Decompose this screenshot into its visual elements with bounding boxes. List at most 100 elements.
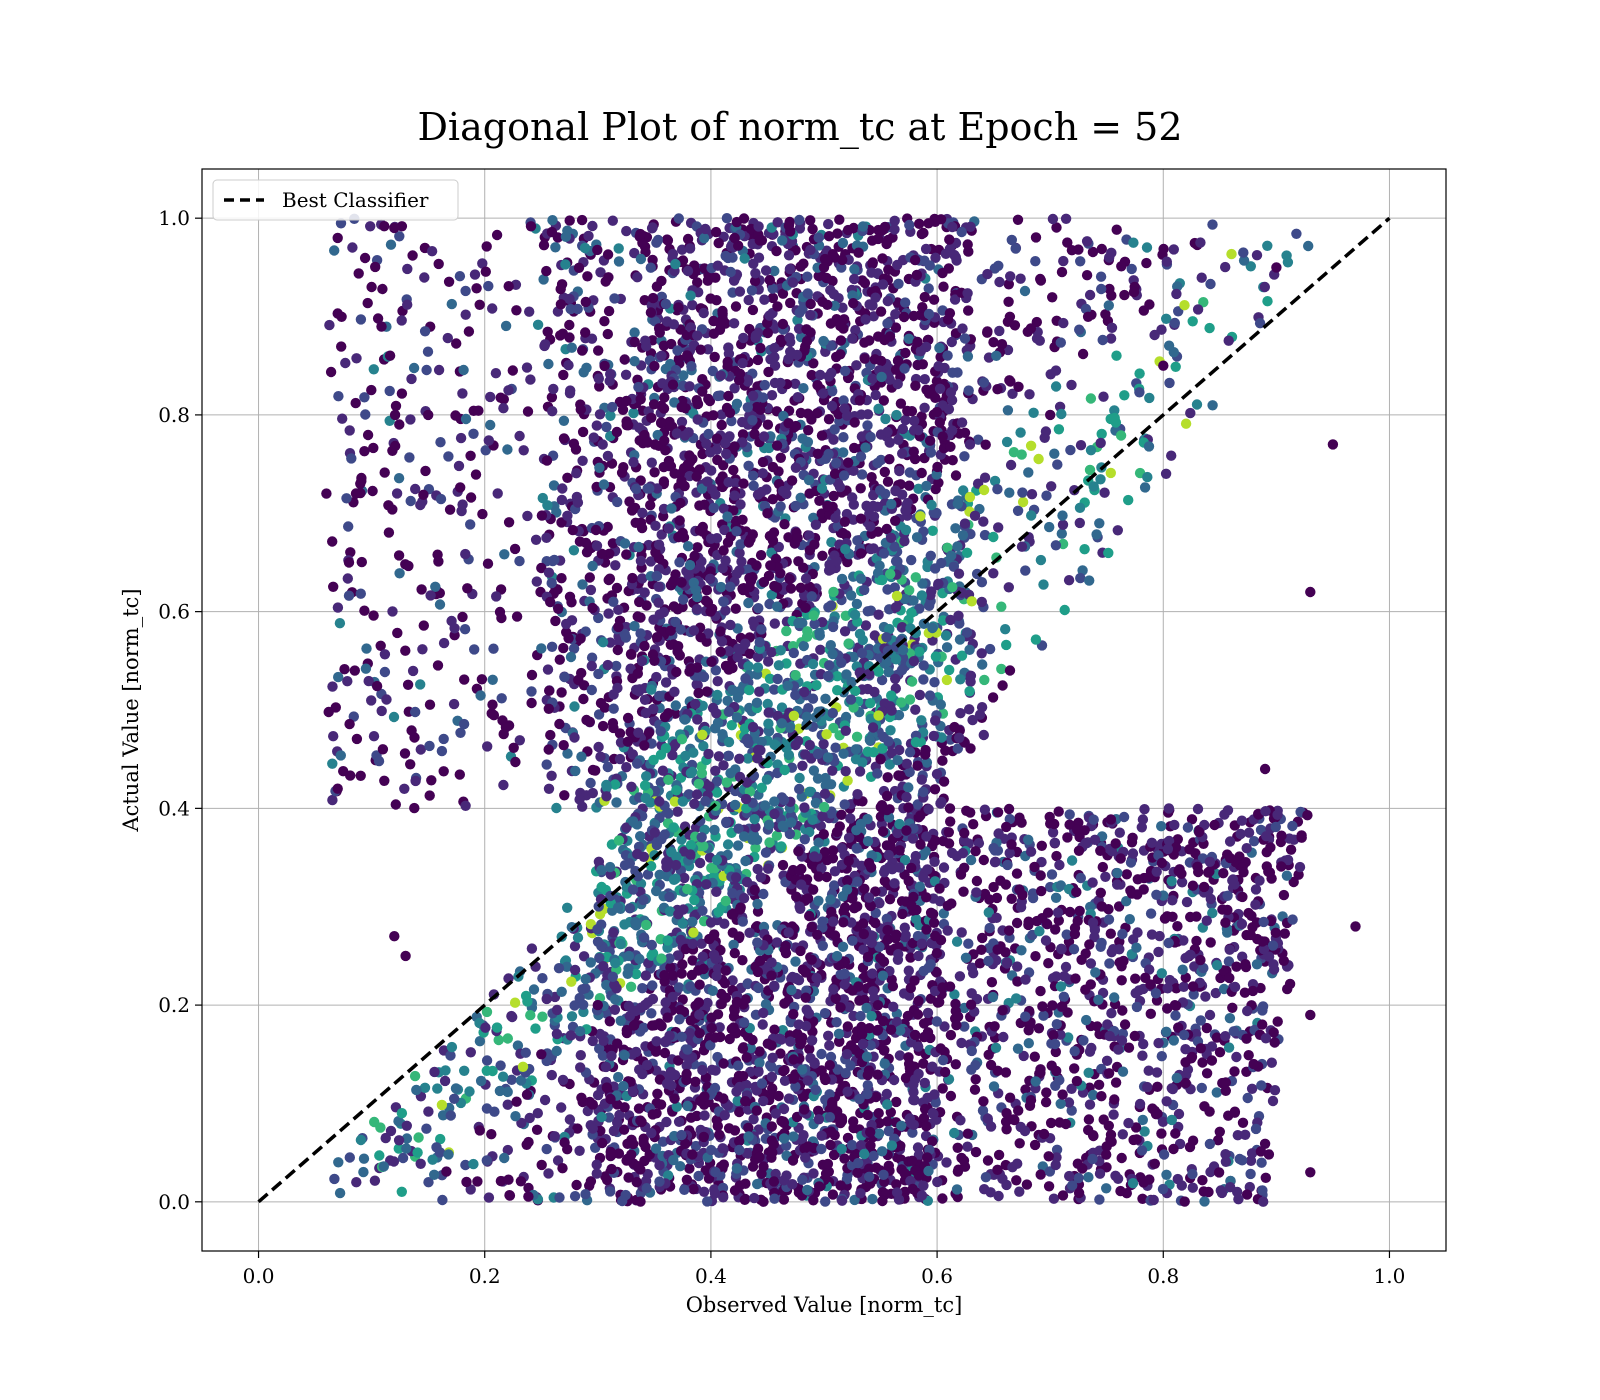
scatter-point bbox=[580, 973, 591, 985]
scatter-point bbox=[687, 916, 698, 927]
scatter-point bbox=[878, 1169, 889, 1181]
scatter-point bbox=[562, 472, 573, 483]
scatter-point bbox=[927, 525, 938, 536]
scatter-point bbox=[868, 986, 879, 997]
scatter-point bbox=[628, 1138, 639, 1150]
scatter-point bbox=[753, 982, 764, 994]
scatter-point bbox=[831, 950, 843, 962]
scatter-point bbox=[1158, 1149, 1170, 1160]
scatter-point bbox=[1169, 1000, 1181, 1011]
scatter-point bbox=[634, 953, 645, 965]
scatter-point bbox=[627, 884, 639, 895]
scatter-point bbox=[691, 679, 702, 690]
scatter-point bbox=[654, 1176, 665, 1187]
scatter-point bbox=[408, 362, 420, 374]
scatter-point bbox=[619, 1102, 630, 1113]
scatter-point bbox=[657, 1136, 669, 1147]
scatter-point bbox=[821, 854, 833, 866]
scatter-point bbox=[942, 925, 953, 936]
scatter-point bbox=[617, 1195, 628, 1207]
scatter-point bbox=[915, 810, 926, 821]
scatter-point bbox=[1066, 379, 1077, 391]
scatter-point bbox=[598, 1035, 609, 1047]
scatter-point bbox=[429, 1169, 440, 1181]
scatter-point bbox=[862, 951, 874, 963]
scatter-point bbox=[1112, 879, 1123, 890]
scatter-point bbox=[706, 1022, 717, 1034]
scatter-point bbox=[930, 715, 941, 726]
scatter-point bbox=[875, 952, 886, 964]
scatter-point bbox=[1098, 1114, 1109, 1125]
scatter-point bbox=[446, 1041, 458, 1053]
scatter-point bbox=[1020, 1011, 1031, 1022]
scatter-point bbox=[1153, 946, 1164, 958]
scatter-point bbox=[838, 432, 849, 443]
scatter-point bbox=[528, 984, 540, 995]
scatter-point bbox=[1210, 987, 1222, 999]
scatter-point bbox=[970, 1146, 982, 1158]
scatter-point bbox=[503, 1174, 514, 1185]
scatter-point bbox=[1062, 832, 1073, 843]
scatter-point bbox=[454, 769, 465, 780]
scatter-point bbox=[913, 995, 924, 1007]
scatter-point bbox=[970, 846, 981, 857]
scatter-point bbox=[664, 891, 675, 903]
scatter-point bbox=[842, 1021, 853, 1032]
scatter-point bbox=[802, 1184, 813, 1196]
scatter-point bbox=[568, 545, 580, 556]
scatter-point bbox=[1118, 955, 1129, 967]
scatter-point bbox=[996, 601, 1007, 612]
scatter-point bbox=[543, 1168, 554, 1179]
scatter-point bbox=[813, 1114, 825, 1125]
scatter-point bbox=[1178, 981, 1190, 992]
scatter-point bbox=[393, 1116, 404, 1127]
scatter-point bbox=[693, 997, 704, 1008]
scatter-point bbox=[556, 986, 567, 997]
scatter-point bbox=[1125, 885, 1136, 896]
scatter-point bbox=[490, 368, 502, 379]
scatter-point bbox=[1047, 827, 1059, 838]
scatter-point bbox=[530, 1023, 541, 1034]
scatter-point bbox=[907, 1183, 918, 1195]
scatter-point bbox=[1055, 1098, 1066, 1110]
scatter-point bbox=[460, 1159, 471, 1171]
scatter-point bbox=[732, 840, 744, 851]
scatter-point bbox=[951, 1019, 962, 1031]
scatter-point bbox=[808, 884, 819, 895]
scatter-point bbox=[836, 1195, 848, 1206]
scatter-point bbox=[618, 1124, 630, 1135]
scatter-point bbox=[601, 1082, 613, 1093]
scatter-point bbox=[328, 731, 339, 742]
scatter-point bbox=[806, 921, 817, 933]
scatter-point bbox=[775, 1048, 786, 1059]
scatter-point bbox=[1113, 1044, 1124, 1055]
scatter-point bbox=[499, 1152, 510, 1164]
scatter-point bbox=[498, 394, 509, 405]
scatter-point bbox=[667, 991, 678, 1003]
scatter-point bbox=[783, 927, 794, 938]
scatter-point bbox=[788, 1008, 799, 1020]
scatter-point bbox=[858, 928, 869, 940]
scatter-point bbox=[400, 645, 411, 656]
scatter-point bbox=[719, 918, 730, 929]
scatter-point bbox=[721, 816, 732, 828]
scatter-point bbox=[419, 1082, 431, 1094]
scatter-point bbox=[709, 824, 720, 836]
scatter-point bbox=[551, 1045, 562, 1057]
scatter-point bbox=[888, 1074, 900, 1086]
scatter-point bbox=[802, 271, 813, 282]
scatter-point bbox=[1000, 1067, 1012, 1078]
scatter-point bbox=[1112, 867, 1123, 879]
scatter-point bbox=[474, 1125, 485, 1136]
scatter-point bbox=[520, 1047, 531, 1058]
scatter-point bbox=[1176, 868, 1187, 879]
scatter-point bbox=[608, 927, 619, 938]
scatter-point bbox=[879, 1058, 890, 1069]
scatter-point bbox=[1201, 1022, 1213, 1034]
scatter-point bbox=[788, 1073, 799, 1084]
scatter-point bbox=[1116, 975, 1127, 986]
scatter-point bbox=[704, 781, 715, 792]
scatter-point bbox=[1153, 1037, 1164, 1049]
scatter-point bbox=[839, 902, 851, 913]
scatter-point bbox=[656, 953, 667, 964]
